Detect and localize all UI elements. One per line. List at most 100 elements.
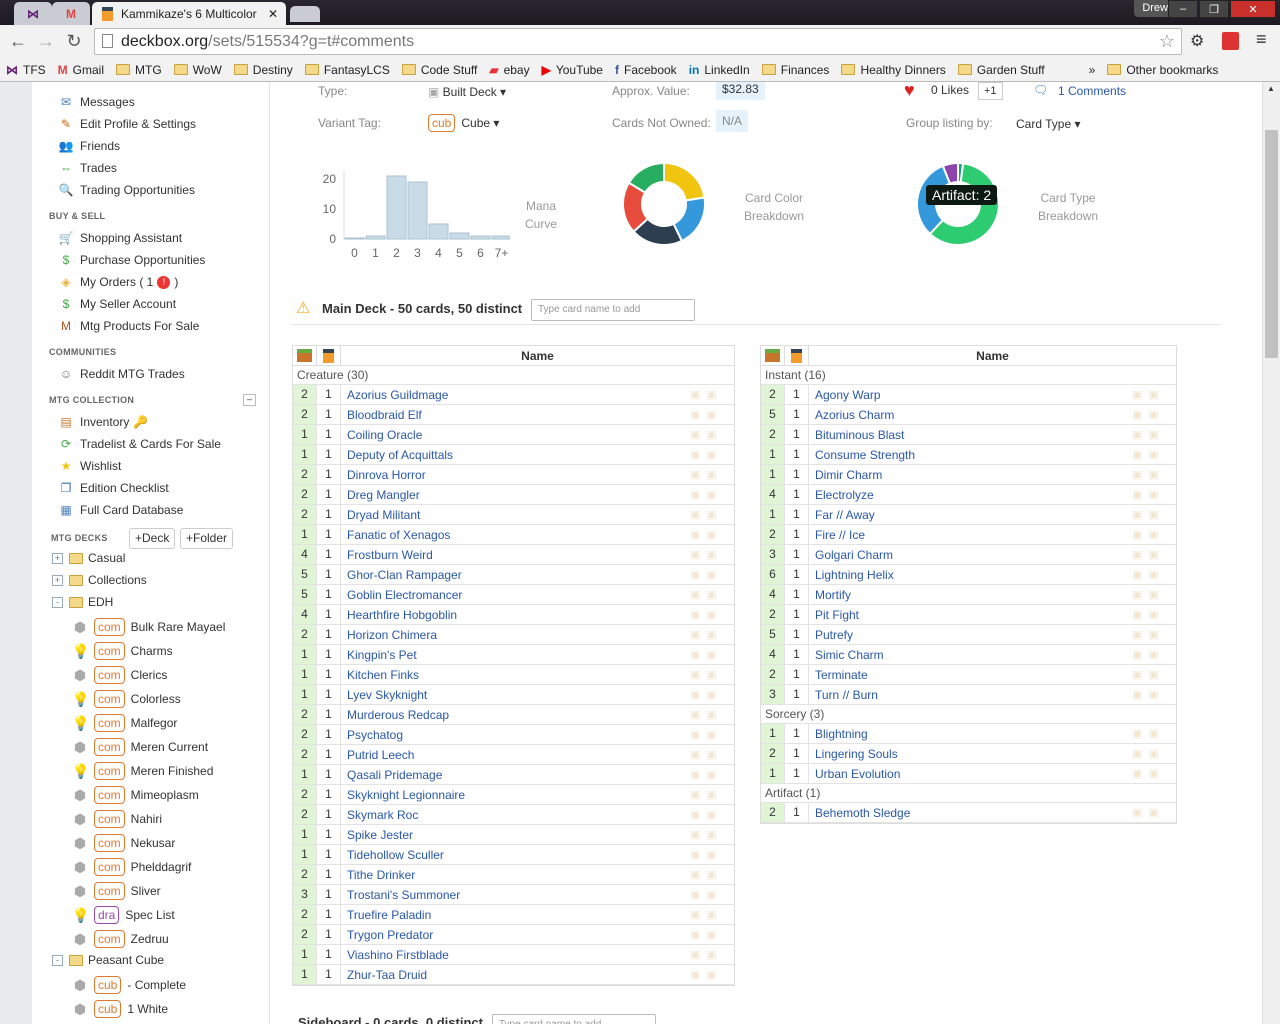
row-action-icons[interactable]: ▣▣: [1132, 768, 1165, 780]
row-action-icons[interactable]: ▣▣: [690, 449, 723, 461]
card-link[interactable]: Deputy of Acquittals: [347, 447, 454, 462]
group-dropdown[interactable]: Card Type ▾: [1016, 117, 1081, 131]
card-link[interactable]: Fanatic of Xenagos: [347, 527, 451, 542]
card-link[interactable]: Mortify: [815, 587, 851, 602]
row-action-icons[interactable]: ▣▣: [690, 549, 723, 561]
card-link[interactable]: Frostburn Weird: [347, 547, 433, 562]
card-link[interactable]: Qasali Pridemage: [347, 767, 443, 782]
card-link[interactable]: Azorius Guildmage: [347, 387, 449, 402]
deck-bulk-rare-mayael[interactable]: ⬢ com Bulk Rare Mayael: [72, 616, 225, 638]
add-deck-button[interactable]: +Deck: [129, 528, 176, 549]
card-link[interactable]: Skymark Roc: [347, 807, 419, 822]
card-link[interactable]: Psychatog: [347, 727, 404, 742]
bookmark-garden-stuff[interactable]: Garden Stuff: [957, 63, 1045, 77]
tab-gmail[interactable]: M: [52, 2, 90, 25]
plus-one-button[interactable]: +1: [978, 82, 1003, 100]
other-bookmarks[interactable]: Other bookmarks: [1107, 63, 1218, 77]
scrollbar-thumb[interactable]: [1265, 130, 1278, 358]
comments-link[interactable]: 1 Comments: [1058, 84, 1127, 98]
bookmark-healthy-dinners[interactable]: Healthy Dinners: [841, 63, 946, 77]
row-action-icons[interactable]: ▣▣: [1132, 669, 1165, 681]
menu-icon[interactable]: ≡: [1256, 29, 1267, 49]
card-link[interactable]: Turn // Burn: [815, 687, 878, 702]
card-link[interactable]: Golgari Charm: [815, 547, 894, 562]
card-link[interactable]: Lingering Souls: [815, 746, 898, 761]
row-action-icons[interactable]: ▣▣: [690, 629, 723, 641]
deck-complete[interactable]: ⬢ cub - Complete: [72, 974, 186, 996]
row-action-icons[interactable]: ▣▣: [690, 769, 723, 781]
folder-edh[interactable]: - EDH: [52, 592, 113, 612]
inventory-column-icon[interactable]: [761, 346, 785, 365]
type-dropdown[interactable]: ▣ Built Deck ▾: [428, 85, 506, 99]
row-action-icons[interactable]: ▣▣: [690, 829, 723, 841]
deck-spec-list[interactable]: 💡 dra Spec List: [72, 904, 175, 926]
card-link[interactable]: Consume Strength: [815, 447, 916, 462]
row-action-icons[interactable]: ▣▣: [690, 429, 723, 441]
sidebar-item-edit-profile-settings[interactable]: ✎ Edit Profile & Settings: [58, 114, 196, 134]
row-action-icons[interactable]: ▣▣: [690, 669, 723, 681]
tab-deckbox[interactable]: Kammikaze's 6 Multicolor ✕: [92, 2, 286, 25]
heart-icon[interactable]: ♥: [904, 82, 915, 100]
card-link[interactable]: Terminate: [815, 667, 868, 682]
card-link[interactable]: Hearthfire Hobgoblin: [347, 607, 458, 622]
row-action-icons[interactable]: ▣▣: [1132, 409, 1165, 421]
row-action-icons[interactable]: ▣▣: [690, 789, 723, 801]
card-link[interactable]: Skyknight Legionnaire: [347, 787, 466, 802]
variant-dropdown[interactable]: cub Cube ▾: [428, 114, 499, 132]
row-action-icons[interactable]: ▣▣: [1132, 629, 1165, 641]
deck-1-white[interactable]: ⬢ cub 1 White: [72, 998, 168, 1020]
expand-icon[interactable]: +: [52, 574, 63, 586]
sidebar-item-trades[interactable]: ⇔ Trades: [58, 158, 117, 178]
card-link[interactable]: Trygon Predator: [347, 927, 434, 942]
row-action-icons[interactable]: ▣▣: [1132, 609, 1165, 621]
name-column-header[interactable]: Name: [521, 348, 554, 363]
card-link[interactable]: Kitchen Finks: [347, 667, 420, 682]
card-link[interactable]: Coiling Oracle: [347, 427, 423, 442]
bookmark-finances[interactable]: Finances: [761, 63, 829, 77]
row-action-icons[interactable]: ▣▣: [690, 409, 723, 421]
bookmark-gmail[interactable]: M Gmail: [58, 63, 104, 77]
profile-button[interactable]: Drew: [1134, 0, 1176, 17]
card-link[interactable]: Viashino Firstblade: [347, 947, 449, 962]
deck-meren-finished[interactable]: 💡 com Meren Finished: [72, 760, 213, 782]
sidebar-item-shopping-assistant[interactable]: 🛒 Shopping Assistant: [58, 228, 183, 248]
wishlist-column-icon[interactable]: [317, 346, 341, 365]
row-action-icons[interactable]: ▣▣: [690, 809, 723, 821]
card-link[interactable]: Dryad Militant: [347, 507, 421, 522]
bookmark-tfs[interactable]: ⋈ TFS: [6, 63, 46, 77]
row-action-icons[interactable]: ▣▣: [1132, 489, 1165, 501]
row-action-icons[interactable]: ▣▣: [1132, 429, 1165, 441]
deck-sliver[interactable]: ⬢ com Sliver: [72, 880, 161, 902]
deck-mimeoplasm[interactable]: ⬢ com Mimeoplasm: [72, 784, 199, 806]
sidebar-item-my-seller-account[interactable]: $ My Seller Account: [58, 294, 176, 314]
row-action-icons[interactable]: ▣▣: [690, 709, 723, 721]
row-action-icons[interactable]: ▣▣: [1132, 469, 1165, 481]
sidebar-item-trading-opportunities[interactable]: 🔍 Trading Opportunities: [58, 180, 195, 200]
sidebar-item-inventory[interactable]: ▤ Inventory 🔑: [58, 412, 148, 432]
row-action-icons[interactable]: ▣▣: [690, 489, 723, 501]
card-link[interactable]: Dinrova Horror: [347, 467, 426, 482]
deck-malfegor[interactable]: 💡 com Malfegor: [72, 712, 177, 734]
row-action-icons[interactable]: ▣▣: [690, 729, 723, 741]
bookmark-destiny[interactable]: Destiny: [233, 63, 293, 77]
card-link[interactable]: Bituminous Blast: [815, 427, 905, 442]
main-deck-add-input[interactable]: Type card name to add: [531, 299, 695, 321]
scroll-up-icon[interactable]: ▲: [1267, 84, 1275, 93]
row-action-icons[interactable]: ▣▣: [690, 529, 723, 541]
bookmark-code-stuff[interactable]: Code Stuff: [401, 63, 477, 77]
card-link[interactable]: Horizon Chimera: [347, 627, 438, 642]
card-link[interactable]: Truefire Paladin: [347, 907, 432, 922]
collapse-button[interactable]: –: [243, 394, 256, 406]
row-action-icons[interactable]: ▣▣: [1132, 728, 1165, 740]
wishlist-column-icon[interactable]: [785, 346, 809, 365]
row-action-icons[interactable]: ▣▣: [1132, 589, 1165, 601]
card-link[interactable]: Electrolyze: [815, 487, 874, 502]
row-action-icons[interactable]: ▣▣: [690, 969, 723, 981]
reload-icon[interactable]: ↻: [66, 31, 82, 51]
row-action-icons[interactable]: ▣▣: [690, 929, 723, 941]
card-link[interactable]: Goblin Electromancer: [347, 587, 463, 602]
row-action-icons[interactable]: ▣▣: [690, 469, 723, 481]
card-link[interactable]: Ghor-Clan Rampager: [347, 567, 462, 582]
row-action-icons[interactable]: ▣▣: [690, 749, 723, 761]
bookmark-mtg[interactable]: MTG: [116, 63, 162, 77]
